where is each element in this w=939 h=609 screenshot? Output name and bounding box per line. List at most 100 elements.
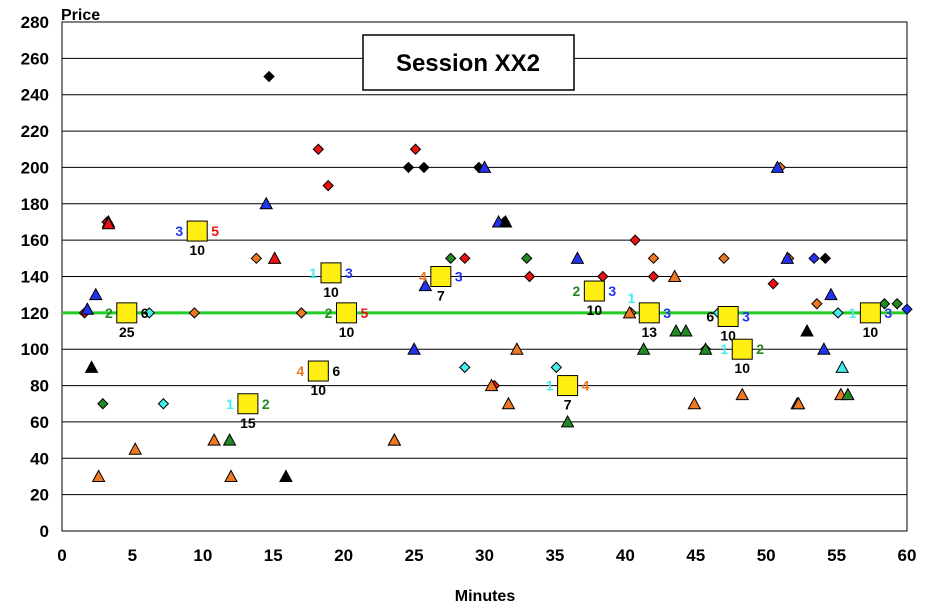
orange-diamond-point bbox=[295, 307, 308, 319]
x-tick-label: 60 bbox=[898, 546, 917, 565]
y-tick-label: 160 bbox=[21, 231, 49, 250]
marker-right-label: 2 bbox=[262, 396, 270, 412]
x-tick-label: 20 bbox=[334, 546, 353, 565]
blue-triangle-point bbox=[88, 287, 103, 301]
yellow-square-marker bbox=[717, 305, 739, 327]
orange-triangle-point bbox=[224, 469, 238, 482]
orange-diamond-point bbox=[647, 252, 660, 265]
black-diamond-point bbox=[418, 161, 430, 174]
cyan-diamond-point bbox=[459, 361, 471, 374]
orange-triangle-point bbox=[91, 469, 106, 482]
chart-title-box: Session XX2 bbox=[362, 34, 575, 91]
marker-right-label: 6 bbox=[141, 305, 149, 321]
y-tick-label: 240 bbox=[21, 86, 49, 105]
y-tick-label: 60 bbox=[30, 413, 49, 432]
black-triangle-point bbox=[498, 214, 513, 228]
marker-count-label: 25 bbox=[119, 324, 135, 340]
green-triangle-point bbox=[698, 342, 713, 355]
orange-triangle-point bbox=[510, 342, 524, 355]
y-tick-label: 220 bbox=[21, 122, 49, 141]
marker-left-label: 1 bbox=[309, 265, 317, 281]
yellow-square-marker bbox=[638, 302, 660, 324]
y-tick-label: 120 bbox=[21, 304, 49, 323]
yellow-square-marker bbox=[186, 220, 208, 242]
yellow-square-marker bbox=[731, 338, 753, 360]
x-tick-label: 25 bbox=[405, 546, 424, 565]
blue-triangle-point bbox=[817, 342, 831, 355]
marker-left-label: 3 bbox=[175, 223, 183, 239]
green-triangle-point bbox=[560, 414, 575, 428]
blue-triangle-point bbox=[780, 251, 795, 264]
marker-count-label: 10 bbox=[587, 302, 603, 318]
cyan-diamond-point bbox=[550, 361, 563, 374]
y-tick-label: 0 bbox=[40, 522, 49, 541]
green-diamond-point bbox=[444, 252, 457, 265]
orange-triangle-point bbox=[501, 396, 516, 410]
orange-triangle-point bbox=[484, 378, 499, 392]
y-tick-label: 20 bbox=[30, 486, 49, 505]
orange-triangle-point bbox=[667, 269, 682, 282]
red-triangle-point bbox=[267, 251, 282, 264]
marker-right-label: 2 bbox=[756, 341, 764, 357]
orange-triangle-point bbox=[387, 433, 402, 446]
orange-diamond-point bbox=[811, 298, 823, 310]
blue-diamond-point bbox=[808, 252, 820, 265]
x-tick-label: 55 bbox=[827, 546, 846, 565]
red-diamond-point bbox=[523, 270, 536, 283]
marker-right-label: 5 bbox=[360, 305, 368, 321]
yellow-square-marker bbox=[859, 302, 881, 324]
x-tick-label: 50 bbox=[757, 546, 776, 565]
marker-left-label: 1 bbox=[546, 378, 554, 394]
blue-triangle-point bbox=[770, 160, 785, 173]
blue-triangle-point bbox=[824, 287, 838, 301]
session-marker: 10 1 3 bbox=[309, 262, 353, 300]
y-axis-label: Price bbox=[61, 7, 100, 24]
x-tick-label: 10 bbox=[193, 546, 212, 565]
black-triangle-point bbox=[279, 469, 293, 482]
green-triangle-point bbox=[679, 323, 693, 337]
cyan-diamond-point bbox=[157, 398, 170, 410]
session-marker: 151 2 bbox=[226, 393, 270, 431]
marker-left-label: 2 bbox=[105, 305, 113, 321]
black-triangle-point bbox=[800, 323, 814, 337]
marker-left-label: 6 bbox=[706, 308, 714, 324]
blue-triangle-point bbox=[80, 302, 95, 315]
marker-count-label: 10 bbox=[734, 360, 750, 376]
orange-triangle-point bbox=[791, 396, 806, 410]
green-triangle-point bbox=[841, 387, 855, 401]
session-marker: 10 2 3 bbox=[573, 280, 616, 318]
blue-triangle-point bbox=[477, 160, 492, 173]
session-marker: 10 4 6 bbox=[297, 360, 340, 398]
y-tick-label: 140 bbox=[21, 268, 49, 287]
x-axis-ticks: 0 5 10 15 20 25 30 35 40 45 50 55 60 bbox=[57, 546, 916, 565]
red-diamond-point bbox=[647, 270, 660, 283]
red-diamond-point bbox=[459, 252, 471, 265]
black-diamond-point bbox=[402, 161, 415, 174]
blue-triangle-point bbox=[418, 278, 433, 292]
green-triangle-point bbox=[222, 433, 237, 446]
cyan-diamond-point bbox=[143, 307, 156, 319]
y-axis-ticks: 0 20 40 60 80 100 120 140 160 180 200 220 240 260 280 bbox=[21, 13, 49, 541]
marker-right-label: 3 bbox=[884, 305, 892, 321]
yellow-square-marker bbox=[307, 360, 329, 382]
green-diamond-point bbox=[97, 398, 109, 410]
marker-right-label: 3 bbox=[742, 308, 750, 324]
orange-triangle-point bbox=[687, 396, 702, 410]
marker-count-label: 13 bbox=[641, 324, 657, 340]
green-diamond-point bbox=[891, 298, 903, 310]
marker-count-label: 7 bbox=[437, 288, 445, 304]
yellow-square-marker bbox=[583, 280, 605, 302]
blue-triangle-point bbox=[259, 196, 274, 210]
marker-left-label: 1 bbox=[849, 305, 857, 321]
black-triangle-point bbox=[84, 360, 99, 373]
green-diamond-point bbox=[521, 252, 533, 265]
marker-left-label: 1 bbox=[720, 341, 728, 357]
marker-left-label: 4 bbox=[297, 363, 305, 379]
marker-count-label: 10 bbox=[339, 324, 355, 340]
marker-top-left-label: 1 bbox=[627, 290, 635, 306]
marker-right-label: 3 bbox=[455, 269, 463, 285]
orange-triangle-point bbox=[735, 387, 750, 401]
cyan-diamond-point bbox=[832, 307, 844, 319]
session-marker: 71 4 bbox=[546, 375, 590, 413]
